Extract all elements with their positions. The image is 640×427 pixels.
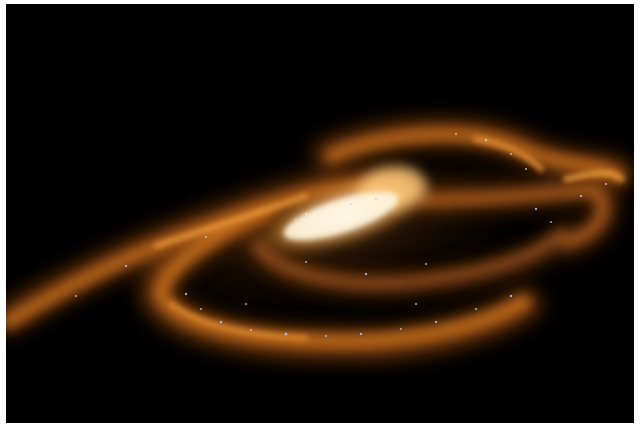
galaxy-image [6,4,634,423]
spiral-galaxy-icon [6,4,634,423]
